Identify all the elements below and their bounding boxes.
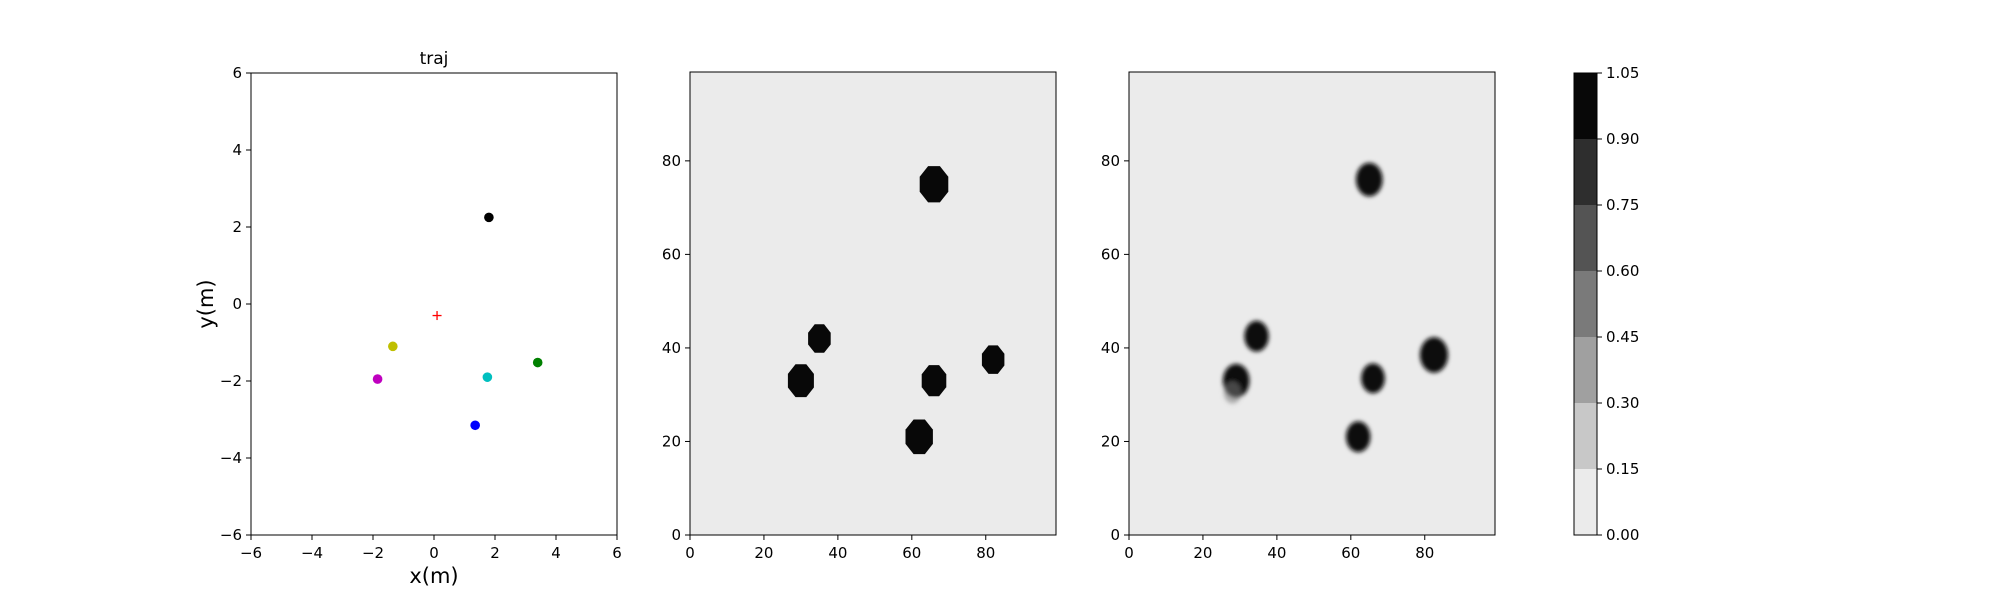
traj-y-tick-label: 2 (232, 218, 242, 236)
estimate-blob (1223, 381, 1242, 404)
traj-y-tick-label: 0 (232, 295, 242, 313)
colorbar-tick-label: 1.05 (1606, 64, 1639, 82)
colorbar-tick-label: 0.75 (1606, 196, 1639, 214)
map-y-tick-label: 40 (662, 339, 681, 357)
colorbar-bands (1574, 73, 1597, 535)
map-y-ticks: 0 20 40 60 80 (662, 152, 690, 544)
colorbar-tick-label: 0.45 (1606, 328, 1639, 346)
estimate-blob (1361, 363, 1385, 394)
map-x-tick-label: 0 (685, 544, 695, 562)
estimate-x-tick-label: 40 (1267, 544, 1286, 562)
traj-y-tick-label: −6 (220, 526, 242, 544)
map-plot-background (690, 72, 1056, 535)
traj-points (372, 212, 543, 431)
estimate-blob (1355, 162, 1383, 197)
estimate-plot: 0 20 40 60 80 0 20 40 60 80 (1101, 71, 1496, 562)
estimate-x-tick-label: 60 (1341, 544, 1360, 562)
map-blob (921, 365, 947, 397)
estimate-x-tick-label: 0 (1124, 544, 1134, 562)
estimate-blob (1244, 320, 1269, 352)
traj-x-tick-label: 6 (612, 544, 622, 562)
traj-plot: −6 −4 −2 0 2 4 6 −6 −4 −2 0 2 4 6 traj x(m) y(m) (194, 49, 622, 588)
map-y-tick-label: 80 (662, 152, 681, 170)
estimate-y-tick-label: 20 (1101, 432, 1120, 450)
traj-point (482, 372, 493, 382)
estimate-x-tick-label: 80 (1415, 544, 1434, 562)
colorbar-tick-label: 0.60 (1606, 262, 1639, 280)
colorbar-band (1574, 337, 1597, 403)
colorbar-band (1574, 403, 1597, 469)
colorbar-band (1574, 205, 1597, 271)
traj-y-axis-label: y(m) (194, 279, 218, 328)
traj-title: traj (420, 49, 449, 69)
colorbar-band (1574, 73, 1597, 139)
estimate-blob (1346, 421, 1371, 453)
traj-point (372, 374, 383, 384)
colorbar: 0.00 0.15 0.30 0.45 0.60 0.75 0.90 1.05 (1573, 64, 1639, 544)
colorbar-frame (1573, 72, 1598, 536)
map-y-tick-label: 60 (662, 245, 681, 263)
estimate-blob (1419, 337, 1449, 373)
traj-goal-marker (432, 311, 442, 321)
traj-point (388, 341, 398, 352)
map-blob (981, 345, 1005, 374)
traj-y-tick-label: 4 (232, 141, 242, 159)
estimate-y-ticks: 0 20 40 60 80 (1101, 152, 1129, 544)
estimate-plot-background (1129, 72, 1495, 535)
map-blob (787, 364, 814, 398)
colorbar-ticks: 0.00 0.15 0.30 0.45 0.60 0.75 0.90 1.05 (1597, 64, 1639, 544)
traj-point (484, 212, 494, 223)
map-x-tick-label: 20 (754, 544, 773, 562)
estimate-y-tick-label: 60 (1101, 245, 1120, 263)
map-x-tick-label: 40 (828, 544, 847, 562)
traj-x-axis-label: x(m) (409, 564, 458, 588)
map-blob (808, 324, 831, 353)
traj-y-tick-label: −4 (220, 449, 242, 467)
estimate-y-tick-label: 0 (1110, 526, 1120, 544)
traj-x-tick-label: 4 (551, 544, 561, 562)
traj-y-ticks: −6 −4 −2 0 2 4 6 (220, 64, 251, 544)
map-y-tick-label: 0 (671, 526, 681, 544)
colorbar-tick-label: 0.15 (1606, 460, 1639, 478)
map-blobs (787, 166, 1005, 455)
estimate-y-tick-label: 80 (1101, 152, 1120, 170)
colorbar-tick-label: 0.00 (1606, 526, 1639, 544)
traj-plot-area (251, 73, 617, 535)
map-blob (905, 419, 933, 455)
estimate-plot-frame (1128, 71, 1496, 536)
traj-y-tick-label: 6 (232, 64, 242, 82)
traj-x-tick-label: −4 (301, 544, 323, 562)
map-x-ticks: 0 20 40 60 80 (685, 535, 995, 562)
colorbar-tick-label: 0.90 (1606, 130, 1639, 148)
map-plot: 0 20 40 60 80 0 20 40 60 80 (662, 71, 1057, 562)
estimate-x-ticks: 0 20 40 60 80 (1124, 535, 1434, 562)
traj-x-tick-label: −2 (362, 544, 384, 562)
traj-x-tick-label: −6 (240, 544, 262, 562)
traj-point (470, 420, 480, 431)
map-x-tick-label: 80 (976, 544, 995, 562)
map-x-tick-label: 60 (902, 544, 921, 562)
traj-x-tick-label: 2 (490, 544, 500, 562)
traj-point (532, 357, 543, 368)
traj-x-ticks: −6 −4 −2 0 2 4 6 (240, 535, 622, 562)
map-blob (919, 166, 949, 203)
traj-x-tick-label: 0 (429, 544, 439, 562)
estimate-y-tick-label: 40 (1101, 339, 1120, 357)
colorbar-band (1574, 469, 1597, 535)
map-plot-frame (689, 71, 1057, 536)
map-y-tick-label: 20 (662, 432, 681, 450)
colorbar-band (1574, 139, 1597, 205)
traj-y-tick-label: −2 (220, 372, 242, 390)
colorbar-tick-label: 0.30 (1606, 394, 1639, 412)
estimate-x-tick-label: 20 (1193, 544, 1212, 562)
estimate-blobs (1222, 162, 1449, 453)
colorbar-band (1574, 271, 1597, 337)
